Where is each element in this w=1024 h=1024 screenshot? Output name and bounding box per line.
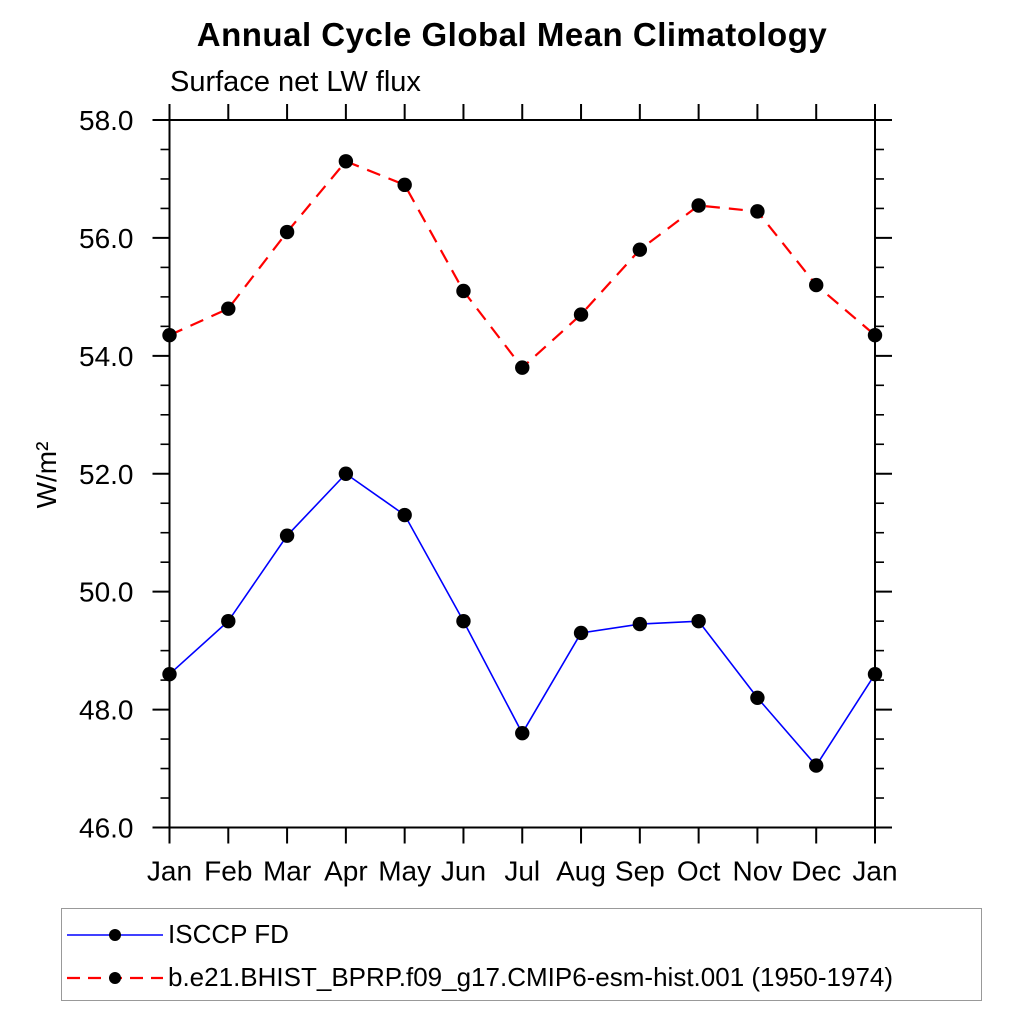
svg-text:46.0: 46.0: [79, 813, 134, 844]
legend-label: ISCCP FD: [168, 919, 289, 949]
svg-text:54.0: 54.0: [79, 341, 134, 372]
legend-item-isccp-fd: ISCCP FD: [62, 913, 981, 956]
svg-text:Jun: Jun: [441, 856, 486, 887]
svg-text:May: May: [378, 856, 431, 887]
svg-text:Sep: Sep: [615, 856, 665, 887]
legend: ISCCP FD b.e21.BHIST_BPRP.f09_g17.CMIP6-…: [61, 908, 982, 1001]
legend-line-sample-solid: [67, 928, 163, 941]
svg-text:52.0: 52.0: [79, 459, 134, 490]
legend-line-sample-dashed: [67, 971, 163, 984]
svg-text:Feb: Feb: [204, 856, 252, 887]
svg-text:Jan: Jan: [852, 856, 897, 887]
svg-text:Apr: Apr: [324, 856, 368, 887]
svg-text:Nov: Nov: [733, 856, 783, 887]
x-tick-labels: Jan Feb Mar Apr May Jun Jul Aug Sep Oct Nov Dec Jan: [147, 856, 898, 887]
x-axis-ticks: [168, 104, 876, 844]
svg-text:Mar: Mar: [263, 856, 311, 887]
legend-item-model: b.e21.BHIST_BPRP.f09_g17.CMIP6-esm-hist.…: [62, 956, 981, 999]
svg-text:50.0: 50.0: [79, 577, 134, 608]
svg-text:48.0: 48.0: [79, 695, 134, 726]
svg-text:Jul: Jul: [504, 856, 540, 887]
svg-text:Oct: Oct: [677, 856, 721, 887]
series-line-1: [169, 159, 876, 370]
chart-title: Annual Cycle Global Mean Climatology: [196, 16, 828, 53]
svg-text:Aug: Aug: [556, 856, 606, 887]
svg-text:56.0: 56.0: [79, 223, 134, 254]
y-axis-ticks: [152, 119, 892, 829]
legend-label: b.e21.BHIST_BPRP.f09_g17.CMIP6-esm-hist.…: [168, 962, 894, 992]
svg-text:58.0: 58.0: [79, 105, 134, 136]
svg-text:Dec: Dec: [791, 856, 841, 887]
series-line-0: [168, 472, 876, 767]
svg-text:Jan: Jan: [147, 856, 192, 887]
y-tick-labels: 58.0 56.0 54.0 52.0 50.0 48.0 46.0: [79, 105, 134, 844]
series-markers: [162, 154, 883, 773]
chart-subtitle: Surface net LW flux: [170, 66, 421, 98]
